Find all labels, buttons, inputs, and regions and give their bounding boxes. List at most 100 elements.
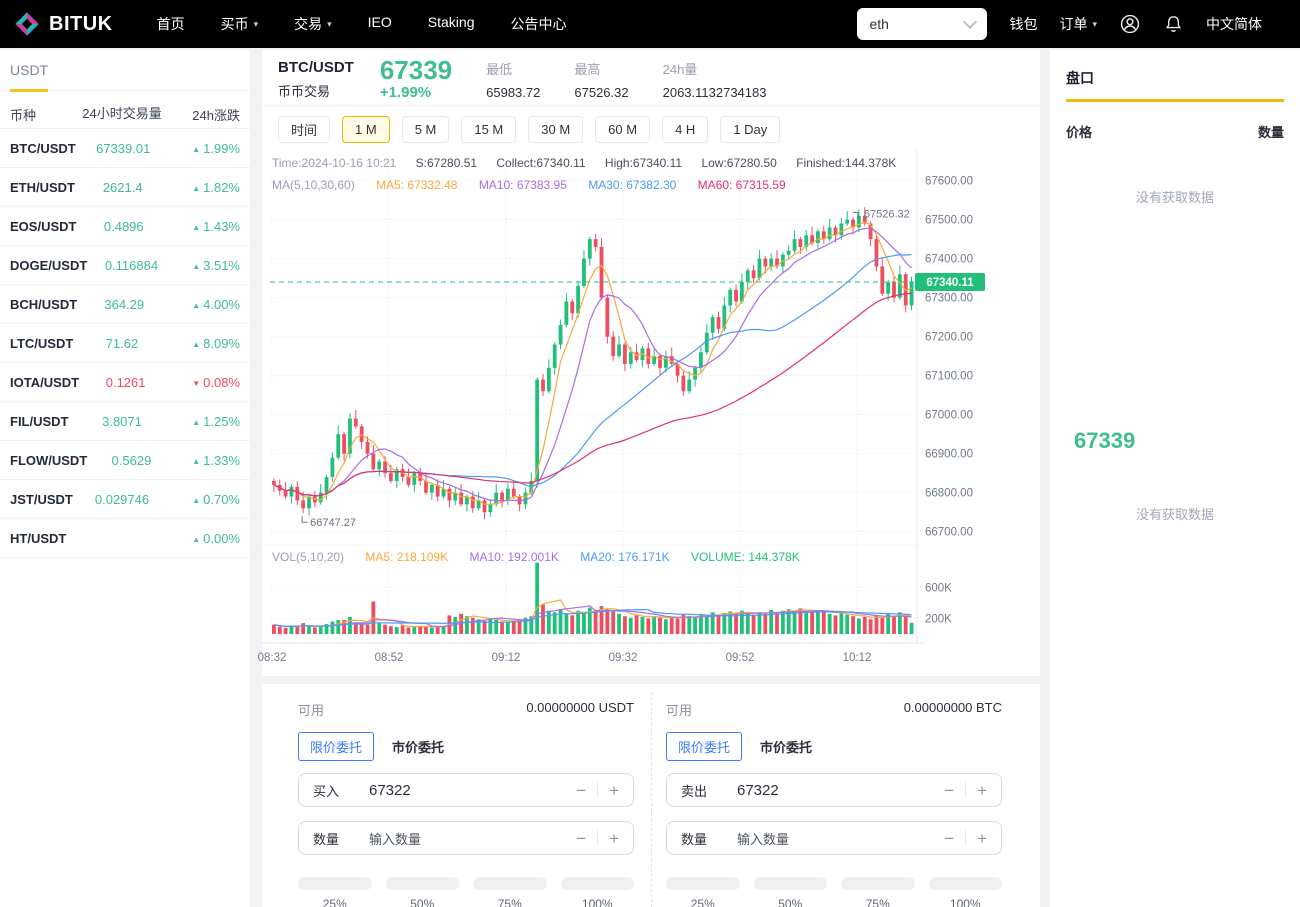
brand-logo[interactable]: BITUK — [14, 11, 113, 37]
user-icon[interactable] — [1119, 13, 1141, 35]
pair-row[interactable]: EOS/USDT 0.4896 ▲ 1.43% — [0, 207, 250, 246]
plus-button[interactable]: + — [977, 780, 987, 800]
sell-price-input[interactable]: 卖出 67322 − + — [666, 773, 1002, 807]
pair-row[interactable]: BCH/USDT 364.29 ▲ 4.00% — [0, 285, 250, 324]
price-value: 67322 — [369, 781, 411, 799]
pair-row[interactable]: JST/USDT 0.029746 ▲ 0.70% — [0, 480, 250, 519]
pair-name: DOGE/USDT — [10, 257, 88, 273]
percent-step-75[interactable]: 75% — [473, 877, 547, 907]
nav-item-买币[interactable]: 买币 ▾ — [220, 16, 259, 32]
ohlc-close: Collect:67340.11 — [496, 156, 586, 170]
pair-row[interactable]: LTC/USDT 71.62 ▲ 8.09% — [0, 324, 250, 363]
col-header-pair: 币种 — [10, 108, 37, 123]
market-header: BTC/USDT 币币交易 67339 +1.99% 最低 65983.72 最… — [262, 50, 1040, 106]
tab-market-order[interactable]: 市价委托 — [392, 739, 445, 755]
percent-step-100[interactable]: 100% — [928, 877, 1002, 907]
sell-amount-input[interactable]: 数量 输入数量 − + — [666, 821, 1002, 855]
kline-chart[interactable]: 67600.00 67500.00 67400.00 67300.00 67200.00… — [258, 150, 1040, 750]
orderbook-price-col: 价格 — [1066, 125, 1093, 140]
pair-row[interactable]: HT/USDT ▲ 0.00% — [0, 519, 250, 558]
svg-text:66747.27: 66747.27 — [310, 517, 356, 529]
pair-price: 364.29 — [104, 296, 145, 312]
stepper: − + — [576, 830, 619, 847]
svg-text:09:32: 09:32 — [609, 652, 638, 664]
buy-form: 可用 0.00000000 USDT 限价委托 市价委托 买入 67322 − +… — [298, 700, 634, 907]
bell-icon[interactable] — [1163, 14, 1184, 35]
percent-step-75[interactable]: 75% — [841, 877, 915, 907]
percent-step-50[interactable]: 50% — [385, 877, 459, 907]
interval-4h[interactable]: 4 H — [662, 116, 709, 143]
minus-button[interactable]: − — [576, 828, 587, 848]
pair-row[interactable]: FLOW/USDT 0.5629 ▲ 1.33% — [0, 441, 250, 480]
pair-row[interactable]: IOTA/USDT 0.1261 ▼ 0.08% — [0, 363, 250, 402]
interval-60m[interactable]: 60 M — [595, 116, 651, 143]
caret-down-icon: ▾ — [253, 19, 259, 29]
plus-button[interactable]: + — [977, 828, 987, 848]
interval-5m[interactable]: 5 M — [401, 116, 450, 143]
interval-30m[interactable]: 30 M — [528, 116, 584, 143]
amount-placeholder: 输入数量 — [369, 831, 422, 847]
nav-wallet[interactable]: 钱包 — [1009, 16, 1038, 32]
tab-usdt[interactable]: USDT — [10, 62, 49, 78]
pair-change: ▲ 8.09% — [192, 335, 240, 351]
nav-language[interactable]: 中文简体 — [1206, 16, 1262, 32]
pair-row[interactable]: BTC/USDT 67339.01 ▲ 1.99% — [0, 129, 250, 168]
interval-15m[interactable]: 15 M — [461, 116, 517, 143]
interval-1day[interactable]: 1 Day — [720, 116, 781, 143]
ohlc-finished: Finished:144.378K — [796, 156, 897, 170]
col-header-change: 24h涨跌 — [192, 108, 240, 123]
coin-select[interactable]: eth — [857, 8, 988, 40]
percent-step-50[interactable]: 50% — [753, 877, 827, 907]
svg-text:200K: 200K — [925, 614, 952, 626]
pair-row[interactable]: ETH/USDT 2621.4 ▲ 1.82% — [0, 168, 250, 207]
pair-row[interactable]: DOGE/USDT 0.116884 ▲ 3.51% — [0, 246, 250, 285]
pair-price: 67339.01 — [96, 140, 151, 156]
nav-item-交易[interactable]: 交易 ▾ — [294, 16, 332, 32]
orderbook-header-row: 价格 数量 — [1066, 122, 1284, 141]
ma-label: MA(5,10,30,60) — [272, 178, 355, 192]
markets-sidebar: USDT 币种 24小时交易量 24h涨跌 BTC/USDT 67339.01 … — [0, 50, 250, 907]
markets-header-row: 币种 24小时交易量 24h涨跌 — [0, 91, 250, 129]
tab-limit-order[interactable]: 限价委托 — [298, 731, 375, 761]
pair-row[interactable]: FIL/USDT 3.8071 ▲ 1.25% — [0, 402, 250, 441]
order-forms-panel: 可用 0.00000000 USDT 限价委托 市价委托 买入 67322 − +… — [262, 684, 1040, 907]
buy-price-input[interactable]: 买入 67322 − + — [298, 773, 634, 807]
nav-item-首页[interactable]: 首页 — [156, 16, 185, 32]
nav-item-公告中心[interactable]: 公告中心 — [510, 16, 567, 32]
svg-text:09:52: 09:52 — [726, 652, 755, 664]
percent-pill — [753, 877, 827, 890]
interval-1m[interactable]: 1 M — [342, 116, 390, 143]
tab-market-order[interactable]: 市价委托 — [760, 739, 813, 755]
available-value: 0.00000000 BTC — [903, 700, 1002, 715]
svg-text:08:32: 08:32 — [258, 652, 287, 664]
percent-label: 100% — [949, 897, 981, 907]
plus-button[interactable]: + — [609, 780, 619, 800]
coin-select-value: eth — [869, 16, 889, 32]
nav-orders[interactable]: 订单 ▾ — [1059, 14, 1097, 34]
pair-name: IOTA/USDT — [10, 374, 80, 390]
market-pair: BTC/USDT — [278, 59, 354, 76]
nav-item-IEO[interactable]: IEO — [367, 14, 392, 30]
minus-button[interactable]: − — [944, 828, 955, 848]
orderbook-amount-col: 数量 — [1257, 125, 1284, 140]
percent-step-25[interactable]: 25% — [666, 877, 740, 907]
last-price: 67339 — [379, 55, 453, 85]
pair-change: ▲ 1.25% — [192, 413, 240, 429]
minus-button[interactable]: − — [576, 780, 587, 800]
buy-amount-input[interactable]: 数量 输入数量 − + — [298, 821, 634, 855]
price-value: 67322 — [737, 781, 779, 799]
pair-price: 0.4896 — [103, 218, 144, 234]
nav-item-Staking[interactable]: Staking — [427, 14, 475, 30]
interval-label-button[interactable]: 时间 — [278, 116, 331, 143]
amount-placeholder: 输入数量 — [737, 831, 790, 847]
percent-step-25[interactable]: 25% — [298, 877, 372, 907]
percent-pill — [928, 877, 1002, 890]
percent-step-100[interactable]: 100% — [560, 877, 634, 907]
minus-button[interactable]: − — [944, 780, 955, 800]
tab-limit-order[interactable]: 限价委托 — [666, 731, 743, 761]
percent-pill — [841, 877, 915, 890]
nav-menu: 首页 买币 ▾ 交易 ▾ IEO Staking 公告中心 — [157, 14, 567, 34]
svg-text:67400.00: 67400.00 — [925, 254, 973, 266]
plus-button[interactable]: + — [609, 828, 619, 848]
pair-name: LTC/USDT — [10, 335, 74, 351]
